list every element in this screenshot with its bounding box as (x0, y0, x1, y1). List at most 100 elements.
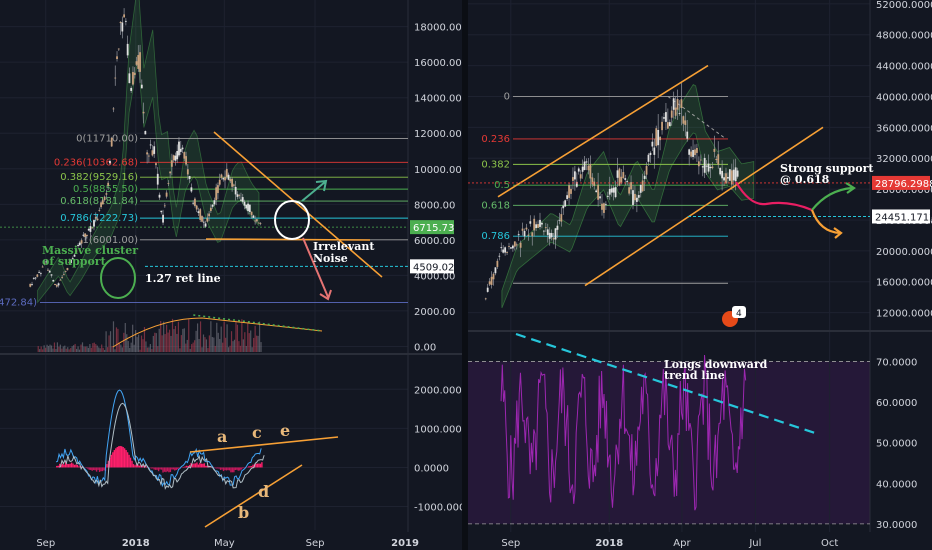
macd-bar (120, 446, 123, 468)
macd-bar (156, 467, 158, 470)
candle-body (34, 277, 37, 279)
candle-body (541, 222, 543, 225)
macd-bar (123, 448, 126, 468)
candle-body (89, 226, 92, 232)
left-chart-svg[interactable]: 0(11710.00) 0.236(10362.68) 0.382(9529.16)… (0, 0, 462, 550)
volume-bar (220, 326, 222, 352)
candle-body (721, 170, 724, 179)
macd-bar (221, 467, 223, 470)
fib-label: 0 (504, 91, 510, 102)
macd-bar (151, 467, 154, 469)
candle-body (165, 192, 168, 197)
macd-bar (237, 467, 239, 471)
candle-body (527, 234, 530, 236)
candle-body (591, 177, 594, 185)
candle-body (513, 241, 516, 247)
macd-bar (67, 464, 70, 468)
macd-bar (247, 466, 250, 468)
right-chart-svg[interactable]: 0 0.236 0.382 0.5 0.618 0.786 12000.0000 16000.… (468, 0, 932, 550)
candle-body (488, 281, 491, 285)
volume-bar (186, 339, 188, 352)
volume-bar (47, 346, 50, 352)
volume-bar (210, 321, 212, 352)
candle-body (653, 147, 656, 155)
macd-bar (163, 467, 166, 472)
wave-label-d: d (258, 482, 269, 501)
candle-body (715, 158, 718, 161)
volume-bar (104, 349, 106, 352)
fib-label: 0.236 (481, 134, 510, 145)
candle-body (160, 210, 163, 213)
price-tag-current-bg (410, 220, 454, 235)
macd-bar (146, 466, 148, 468)
candle-body (220, 174, 223, 178)
massive-cluster-label: Massive cluster of support (42, 244, 138, 268)
x-tick-label: May (214, 538, 235, 549)
price-tag-current-bg (872, 175, 930, 190)
candle-body (247, 203, 249, 211)
candle-body (663, 117, 665, 119)
candle-body (552, 238, 555, 240)
macd-bar (134, 465, 136, 468)
right-chart-panel[interactable]: 0 0.236 0.382 0.5 0.618 0.786 12000.0000 16000.… (468, 0, 932, 550)
candle-body (192, 202, 195, 204)
candle-body (243, 201, 246, 206)
candle-body (672, 98, 675, 110)
candle-body (575, 181, 578, 187)
left-chart-panel[interactable]: 0(11710.00) 0.236(10362.68) 0.382(9529.16)… (0, 0, 462, 550)
candle-body (723, 177, 725, 181)
candle-body (730, 170, 733, 185)
candle-body (98, 210, 101, 211)
macd-bar (103, 467, 105, 471)
candle-body (185, 156, 187, 165)
candle-body (531, 232, 534, 237)
candle-body (665, 112, 667, 122)
candle-body (31, 284, 33, 285)
macd-bar (98, 467, 101, 472)
candle-body (158, 194, 161, 198)
volume-bar (120, 344, 122, 352)
candle-body (542, 230, 545, 232)
candle-body (142, 111, 145, 114)
candle-body (162, 214, 164, 223)
fib-label: 1(6001.00) (82, 235, 138, 246)
longs-trend-label: Longs downward trend line (664, 358, 768, 382)
candle-body (140, 84, 143, 89)
volume-bar (151, 349, 153, 352)
fib-label: 1.618(2472.84) (0, 298, 37, 309)
candles (29, 8, 262, 288)
candle-body (604, 203, 607, 205)
candle-body (43, 262, 46, 265)
volume-bar (250, 330, 252, 352)
candle-body (215, 187, 218, 201)
volume-bar (64, 345, 66, 352)
macd-bar (171, 467, 173, 470)
candle-body (717, 154, 720, 165)
candle-body (554, 228, 557, 240)
x-tick-label: 2018 (595, 538, 623, 549)
candle-body (132, 72, 134, 85)
candle-body (624, 178, 627, 180)
candle-body (149, 144, 152, 146)
price-tag-current: 28796.2988 (875, 179, 932, 190)
candle-body (121, 22, 124, 32)
macd-bar (249, 466, 251, 468)
y-tick-label: 14000.00 (414, 94, 462, 105)
candle-body (259, 223, 262, 224)
candle-body (75, 249, 78, 253)
candle-body (666, 122, 669, 129)
candle-body (156, 173, 159, 185)
macd-bar (90, 467, 92, 470)
volume-bar (117, 328, 119, 352)
panel-divider[interactable] (462, 0, 468, 550)
candle-body (201, 216, 203, 222)
volume-bar (98, 347, 100, 352)
candle-body (539, 219, 541, 227)
volume-bar (222, 342, 224, 352)
volume-bar (62, 346, 64, 352)
macd-bar (85, 467, 87, 469)
fib-label: 0.618 (481, 200, 510, 211)
volume-bar (95, 344, 97, 352)
macd-bar (110, 454, 113, 468)
volume-bar (68, 349, 70, 352)
